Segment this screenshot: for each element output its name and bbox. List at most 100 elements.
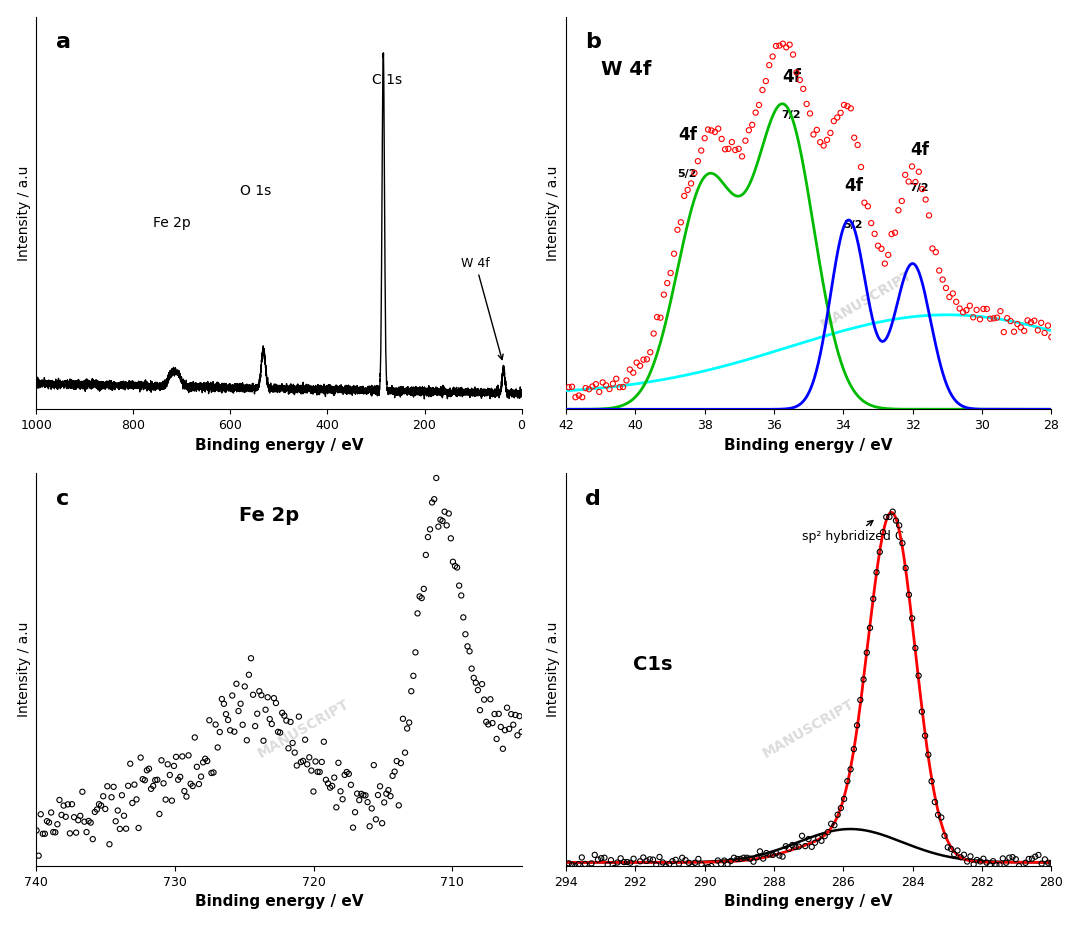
Point <box>975 851 993 866</box>
Point <box>876 257 893 271</box>
Point <box>1012 320 1029 335</box>
Point <box>372 779 389 794</box>
Point <box>774 36 792 51</box>
Point <box>839 99 856 114</box>
Point <box>240 668 257 682</box>
Point <box>917 193 934 207</box>
Point <box>376 795 393 810</box>
Point <box>409 606 427 620</box>
Point <box>336 768 353 782</box>
Point <box>484 716 501 731</box>
Point <box>995 325 1012 340</box>
Point <box>724 134 741 149</box>
Point <box>727 143 744 157</box>
Point <box>920 208 937 223</box>
Point <box>869 238 887 253</box>
Point <box>561 380 578 394</box>
Point <box>268 695 285 710</box>
Point <box>1043 856 1061 870</box>
Point <box>116 808 133 823</box>
Point <box>298 757 315 771</box>
Point <box>603 853 620 868</box>
Point <box>167 749 185 764</box>
Point <box>44 825 62 840</box>
Point <box>513 724 530 739</box>
Point <box>635 850 652 865</box>
Point <box>495 742 512 757</box>
Point <box>645 326 662 341</box>
Point <box>744 118 761 132</box>
Point <box>805 127 822 142</box>
Point <box>107 814 124 829</box>
Point <box>300 750 318 765</box>
Point <box>332 784 349 799</box>
Point <box>686 166 703 181</box>
X-axis label: Binding energy / eV: Binding energy / eV <box>725 438 893 453</box>
Point <box>165 758 183 773</box>
Point <box>394 711 411 726</box>
Point <box>768 845 785 860</box>
Point <box>999 311 1016 326</box>
Point <box>210 740 227 755</box>
Point <box>962 849 980 864</box>
Point <box>615 380 632 394</box>
Point <box>757 74 774 89</box>
Point <box>86 805 104 820</box>
Point <box>488 732 505 746</box>
Point <box>105 780 122 795</box>
X-axis label: Binding energy / eV: Binding energy / eV <box>194 438 363 453</box>
Point <box>444 555 461 569</box>
Point <box>480 717 497 732</box>
Point <box>40 815 57 830</box>
Point <box>205 765 222 780</box>
Point <box>956 847 973 862</box>
Point <box>84 832 102 846</box>
Point <box>665 246 683 261</box>
Point <box>392 756 409 770</box>
Point <box>35 826 52 841</box>
Point <box>599 857 617 872</box>
Point <box>307 754 324 769</box>
Point <box>124 795 141 810</box>
Point <box>768 39 785 54</box>
Point <box>978 856 996 870</box>
Point <box>878 509 895 524</box>
Text: 5/2: 5/2 <box>843 219 863 230</box>
Point <box>907 175 924 190</box>
X-axis label: Binding energy / eV: Binding energy / eV <box>194 895 363 909</box>
Point <box>612 851 630 866</box>
Point <box>873 242 890 257</box>
Point <box>930 807 947 822</box>
Point <box>846 742 863 757</box>
Point <box>740 123 757 138</box>
Point <box>836 792 853 807</box>
Point <box>573 850 591 865</box>
Point <box>859 645 876 660</box>
Point <box>311 765 328 780</box>
Point <box>320 776 337 791</box>
Point <box>629 356 646 370</box>
Point <box>269 724 286 739</box>
Point <box>76 814 93 829</box>
Point <box>937 281 955 295</box>
Point <box>787 65 805 80</box>
Point <box>828 110 846 125</box>
Text: MANUSCRIPT: MANUSCRIPT <box>760 696 856 760</box>
Point <box>754 82 771 97</box>
Point <box>421 522 438 537</box>
Point <box>903 159 920 174</box>
Point <box>820 825 837 840</box>
Point <box>573 390 591 405</box>
Point <box>246 719 264 733</box>
Point <box>1034 857 1051 871</box>
Point <box>669 222 686 237</box>
Point <box>792 72 809 87</box>
Point <box>629 861 646 876</box>
Text: MANUSCRIPT: MANUSCRIPT <box>819 268 915 332</box>
Point <box>1005 324 1023 339</box>
Point <box>1040 856 1057 870</box>
Point <box>667 853 685 868</box>
Point <box>825 114 842 129</box>
Point <box>713 857 730 871</box>
Point <box>282 715 299 730</box>
